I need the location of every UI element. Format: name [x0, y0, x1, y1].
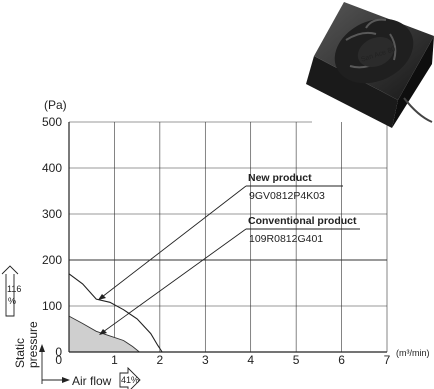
new-product-arrowhead: [98, 294, 106, 300]
conventional-product-label: Conventional product: [248, 215, 357, 227]
up-arrow-icon: [1, 265, 19, 317]
y-tick-300: 300: [42, 207, 62, 221]
x-tick-labels: 0 1 2 3 4 5 6 7: [55, 353, 390, 367]
x-tick-2: 2: [157, 353, 164, 367]
pressure-label-static: Static: [13, 338, 27, 368]
airflow-percent-arrow-icon: [119, 366, 141, 389]
static-pressure-indicator: 116 % Static pressure: [1, 265, 45, 384]
conventional-product-leader: [102, 228, 247, 333]
new-product-model: 9GV0812P4K03: [249, 190, 325, 202]
pressure-percent-sign: %: [8, 296, 16, 306]
x-tick-7: 7: [384, 353, 391, 367]
series-new-product-line: [68, 273, 163, 353]
series-conventional-line: [68, 315, 140, 353]
x-tick-0: 0: [55, 353, 62, 367]
airflow-percent: 41%: [121, 375, 139, 385]
fan-cable: [403, 97, 433, 123]
x-tick-6: 6: [338, 353, 345, 367]
fan-hub: [357, 36, 395, 68]
chart-grid: [69, 121, 388, 352]
conventional-product-arrowhead: [99, 329, 107, 335]
fan-frame-side-2: [392, 36, 434, 128]
airflow-label: Air flow: [72, 374, 112, 388]
y-tick-0: 0: [55, 345, 62, 359]
x-tick-3: 3: [202, 353, 209, 367]
y-unit-label: (Pa): [44, 98, 67, 112]
fan-blade-lines: [345, 18, 397, 69]
y-tick-100: 100: [42, 299, 62, 313]
new-product-label: New product: [248, 172, 312, 184]
x-tick-4: 4: [247, 353, 254, 367]
right-arrow-icon: [62, 377, 70, 383]
series-layer: [68, 273, 163, 353]
pressure-label-pressure: pressure: [26, 321, 40, 368]
y-tick-400: 400: [42, 161, 62, 175]
x-tick-5: 5: [293, 353, 300, 367]
x-unit-label: (m³/min): [396, 348, 430, 358]
pressure-percent: 116: [7, 284, 21, 294]
fan-frame-side: [306, 56, 398, 128]
new-product-leader: [101, 185, 247, 298]
y-tick-200: 200: [42, 253, 62, 267]
fan-photo: San Ace 80: [306, 2, 434, 128]
pressure-arrow-head: [39, 344, 45, 352]
conventional-product-model: 109R0812G401: [249, 233, 323, 245]
x-tick-1: 1: [111, 353, 118, 367]
y-tick-500: 500: [42, 115, 62, 129]
air-flow-indicator: Air flow 41%: [42, 366, 141, 389]
y-tick-labels: 0 100 200 300 400 500: [42, 115, 62, 359]
